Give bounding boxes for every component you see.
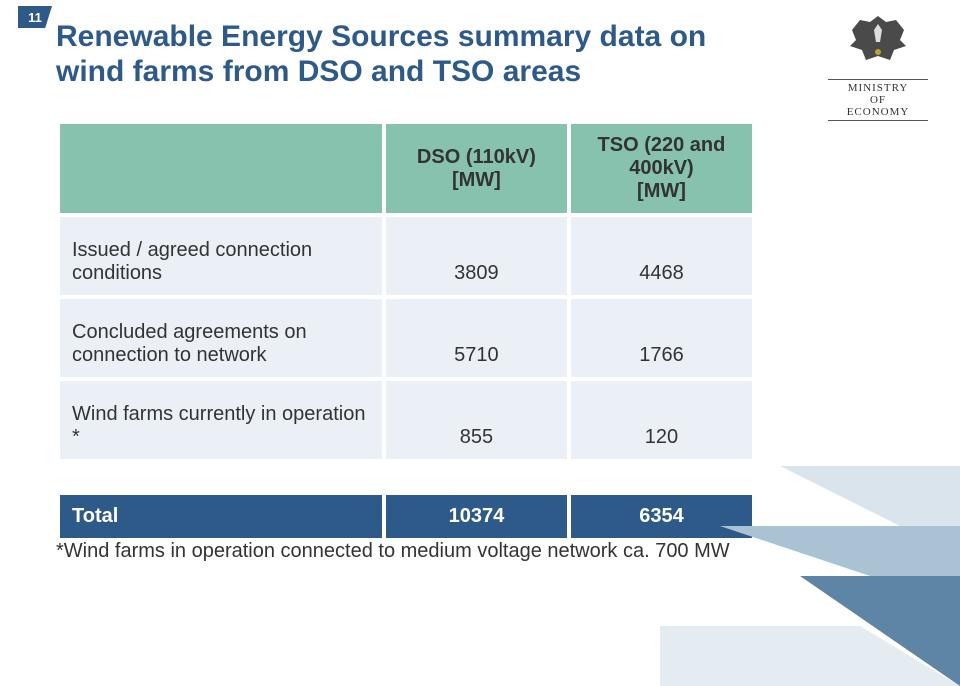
cell-value: 3809 bbox=[386, 217, 567, 295]
ministry-logo: MINISTRY OF ECONOMY bbox=[828, 12, 928, 123]
page-number-tab: 11 bbox=[18, 6, 52, 28]
table-total-row: Total 10374 6354 bbox=[60, 495, 752, 538]
page-number: 11 bbox=[28, 10, 42, 25]
eagle-icon bbox=[846, 12, 910, 68]
total-value: 6354 bbox=[571, 495, 752, 538]
ministry-line3: ECONOMY bbox=[828, 106, 928, 118]
table-row: Issued / agreed connection conditions 38… bbox=[60, 217, 752, 295]
col-header-tso: TSO (220 and 400kV) [MW] bbox=[571, 124, 752, 213]
cell-value: 120 bbox=[571, 381, 752, 459]
row-label: Wind farms currently in operation * bbox=[60, 381, 382, 459]
col-header-empty bbox=[60, 124, 382, 213]
table-row: Concluded agreements on connection to ne… bbox=[60, 299, 752, 377]
cell-value: 5710 bbox=[386, 299, 567, 377]
total-label: Total bbox=[60, 495, 382, 538]
cell-value: 1766 bbox=[571, 299, 752, 377]
footnote: *Wind farms in operation connected to me… bbox=[56, 540, 730, 563]
table-row: Wind farms currently in operation * 855 … bbox=[60, 381, 752, 459]
page-title: Renewable Energy Sources summary data on… bbox=[56, 20, 736, 89]
cell-value: 4468 bbox=[571, 217, 752, 295]
total-value: 10374 bbox=[386, 495, 567, 538]
summary-table: DSO (110kV) [MW] TSO (220 and 400kV) [MW… bbox=[56, 120, 756, 542]
ministry-line2: OF bbox=[828, 94, 928, 106]
col-header-dso: DSO (110kV) [MW] bbox=[386, 124, 567, 213]
ministry-line1: MINISTRY bbox=[828, 82, 928, 94]
title-block: Renewable Energy Sources summary data on… bbox=[56, 20, 736, 89]
cell-value: 855 bbox=[386, 381, 567, 459]
row-label: Concluded agreements on connection to ne… bbox=[60, 299, 382, 377]
row-label: Issued / agreed connection conditions bbox=[60, 217, 382, 295]
